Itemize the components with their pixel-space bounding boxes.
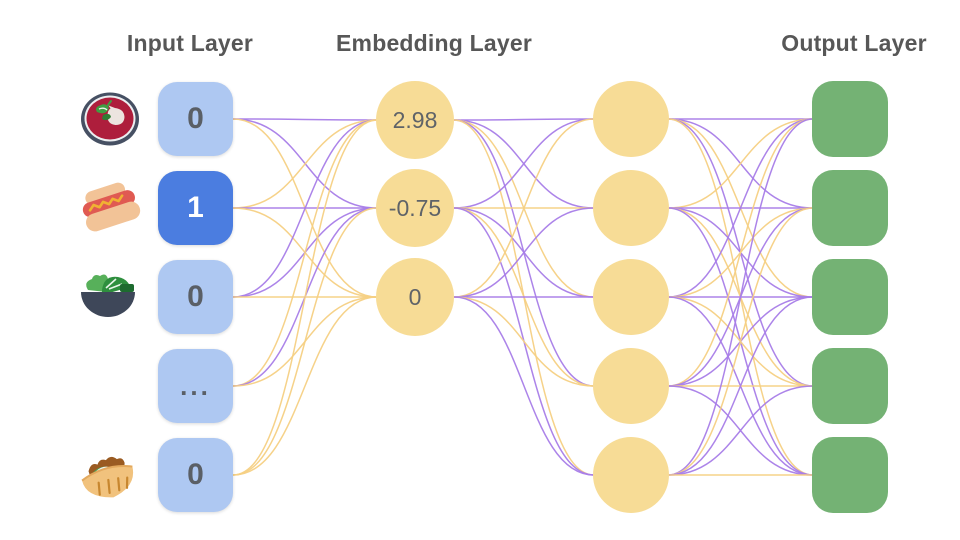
input-node-1: 0	[158, 82, 233, 156]
embedding-node-3: 0	[376, 258, 454, 336]
hidden-node-2	[593, 170, 669, 246]
embedding-layer-title: Embedding Layer	[336, 30, 532, 56]
output-node-4	[812, 348, 888, 424]
hidden-node-5	[593, 437, 669, 513]
salad-icon	[81, 274, 135, 317]
output-node-2	[812, 170, 888, 246]
pita-icon	[81, 456, 134, 498]
hidden-node-4	[593, 348, 669, 424]
input-node-ellipsis: ...	[158, 349, 233, 423]
embedding-node-1: 2.98	[376, 81, 454, 159]
input-node-2: 1	[158, 171, 233, 245]
input-layer-title: Input Layer	[126, 30, 254, 56]
hot-dog-icon	[82, 182, 141, 232]
output-layer-title: Output Layer	[781, 30, 927, 56]
embedding-node-2: -0.75	[376, 169, 454, 247]
input-node-3: 0	[158, 260, 233, 334]
hidden-node-3	[593, 259, 669, 335]
hidden-node-1	[593, 81, 669, 157]
output-node-5	[812, 437, 888, 513]
output-node-1	[812, 81, 888, 157]
borscht-soup-icon	[81, 92, 139, 146]
input-node-5: 0	[158, 438, 233, 512]
output-node-3	[812, 259, 888, 335]
